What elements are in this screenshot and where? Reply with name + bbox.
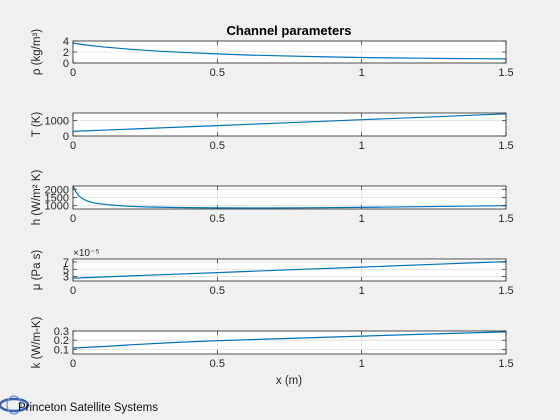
x-tick-label: 0.5 (210, 285, 225, 297)
x-tick-label: 1 (359, 213, 365, 225)
x-axis-label: x (m) (276, 375, 302, 387)
y-tick-label: 0 (63, 131, 69, 143)
y-tick-label: 0.3 (54, 326, 69, 338)
axes-background (73, 331, 506, 354)
x-tick-label: 0.5 (210, 213, 225, 225)
y-tick-label: 2 (63, 47, 69, 59)
y-tick-label: 1000 (45, 116, 69, 128)
y-axis-label: h (W/m² K) (31, 170, 43, 226)
x-tick-label: 1 (359, 140, 365, 152)
x-tick-label: 1.5 (498, 213, 513, 225)
x-tick-label: 0 (70, 213, 76, 225)
y-exponent-label: ×10⁻⁵ (73, 248, 99, 259)
y-tick-label: 2000 (45, 184, 69, 196)
x-tick-label: 0 (70, 67, 76, 79)
y-tick-label: 0 (63, 58, 69, 70)
x-tick-label: 0 (70, 285, 76, 297)
figure-title: Channel parameters (227, 23, 352, 38)
x-tick-label: 1.5 (498, 140, 513, 152)
y-tick-label: 4 (63, 36, 69, 48)
x-tick-label: 1.5 (498, 67, 513, 79)
x-tick-label: 1 (359, 358, 365, 370)
x-tick-label: 1 (359, 67, 365, 79)
x-tick-label: 0.5 (210, 358, 225, 370)
x-tick-label: 1 (359, 285, 365, 297)
y-axis-label: μ (Pa s) (31, 250, 43, 291)
x-tick-label: 1.5 (498, 285, 513, 297)
x-tick-label: 0 (70, 140, 76, 152)
x-tick-label: 1.5 (498, 358, 513, 370)
x-tick-label: 0 (70, 358, 76, 370)
y-axis-label: T (K) (31, 112, 43, 138)
y-axis-label: k (W/m-K) (31, 316, 43, 368)
y-axis-label: ρ (kg/m³) (31, 29, 43, 75)
x-tick-label: 0.5 (210, 140, 225, 152)
logo-text: Princeton Satellite Systems (18, 402, 158, 414)
y-tick-label: 7 (63, 257, 69, 269)
x-tick-label: 0.5 (210, 67, 225, 79)
